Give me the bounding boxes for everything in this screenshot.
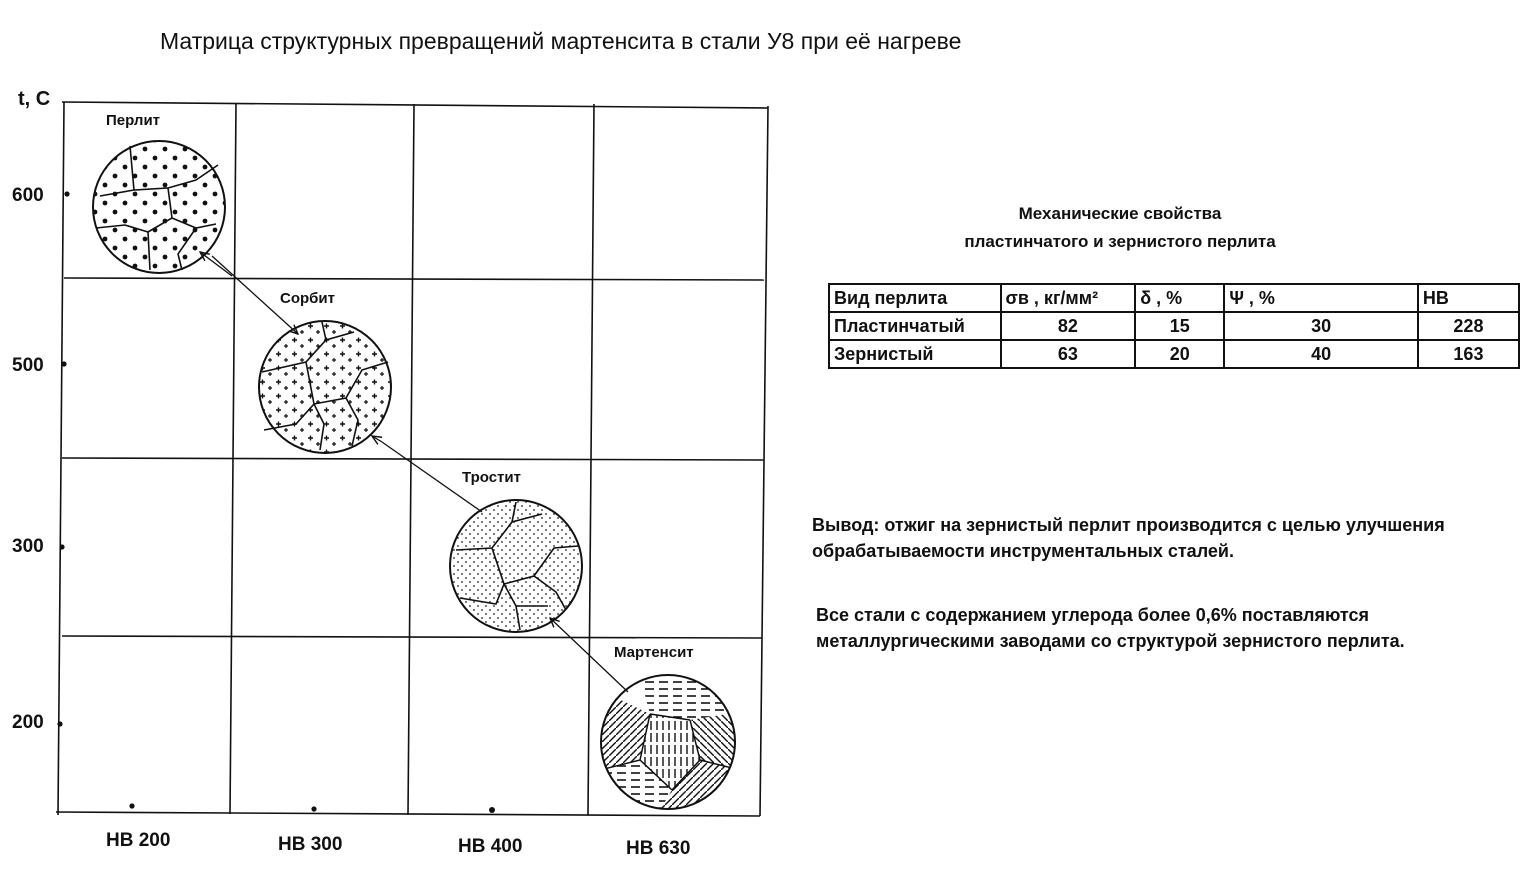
conclusion-text: Вывод: отжиг на зернистый перлит произво… (812, 515, 1445, 561)
grid-line-top (61, 101, 769, 109)
cell-tensile: 82 (999, 311, 1137, 341)
mechanical-title-line2: пластинчатого и зернистого перлита (964, 232, 1276, 251)
cell-reduction: 40 (1223, 339, 1419, 369)
mechanical-title-line1: Механические свойства (1018, 204, 1222, 223)
y-tick-500: 500 (12, 355, 44, 376)
grid-line-h3 (61, 635, 763, 639)
cell-reduction: 30 (1223, 311, 1419, 341)
phase-troostite (372, 436, 583, 633)
header-reduction-area: Ψ , % (1223, 283, 1419, 313)
header-tensile-strength: σв , кг/мм² (999, 283, 1137, 313)
header-pearlite-type: Вид перлита (828, 283, 1002, 313)
cell-hardness: 163 (1416, 339, 1520, 369)
grid-line-v3 (587, 103, 595, 816)
y-tick-200: 200 (12, 712, 44, 733)
cell-hardness: 228 (1416, 311, 1520, 341)
y-tick-300: 300 (12, 536, 44, 557)
cell-type: Зернистый (828, 339, 1002, 369)
grid-line-h1 (63, 277, 765, 281)
phase-label-perlite: Перлит (106, 112, 161, 129)
table-header-row: Вид перлита σв , кг/мм² δ , % Ψ , % HB (828, 283, 1520, 313)
axis-tick-marks (57, 191, 495, 813)
phase-sorbite (211, 255, 392, 454)
cell-elongation: 15 (1134, 311, 1226, 341)
mechanical-properties-title: Механические свойства пластинчатого и зе… (820, 200, 1420, 256)
arrow-to-perlite (200, 252, 233, 277)
cell-tensile: 63 (999, 339, 1137, 369)
page-title: Матрица структурных превращений мартенси… (160, 28, 962, 54)
matrix-grid (55, 101, 769, 817)
header-elongation: δ , % (1134, 283, 1226, 313)
phase-label-sorbite: Сорбит (280, 290, 335, 307)
header-hardness: HB (1416, 283, 1520, 313)
x-tick-hb630: HB 630 (626, 838, 691, 859)
troostite-micrograph (449, 499, 583, 633)
grid-line-v1 (229, 103, 237, 815)
martensite-micrograph (600, 674, 736, 810)
cell-elongation: 20 (1134, 339, 1226, 369)
arrow-to-sorbite (211, 255, 298, 334)
cell-type: Пластинчатый (828, 311, 1002, 341)
grid-line-h2 (61, 457, 765, 461)
grid-line-v4 (759, 105, 769, 817)
x-tick-hb400: HB 400 (458, 836, 523, 857)
table-row: Зернистый 63 20 40 163 (828, 339, 1520, 369)
supply-note-text: Все стали с содержанием углерода более 0… (816, 605, 1405, 651)
arrow-to-troostite (381, 441, 483, 513)
grid-line-v2 (407, 103, 415, 816)
y-axis-label: t, C (18, 88, 51, 110)
y-tick-600: 600 (12, 185, 44, 206)
arrow-to-troostite-from-martensite (550, 618, 629, 693)
perlite-micrograph (92, 140, 226, 274)
x-tick-hb300: HB 300 (278, 834, 343, 855)
mechanical-properties-table: Вид перлита σв , кг/мм² δ , % Ψ , % HB П… (828, 283, 1520, 369)
table-row: Пластинчатый 82 15 30 228 (828, 311, 1520, 341)
phase-label-martensite: Мартенсит (614, 644, 694, 661)
grid-line-v0 (57, 101, 65, 816)
x-tick-hb200: HB 200 (106, 830, 171, 851)
phase-perlite (92, 140, 233, 277)
phase-label-troostite: Тростит (462, 469, 521, 486)
structure-matrix-diagram (55, 101, 769, 817)
